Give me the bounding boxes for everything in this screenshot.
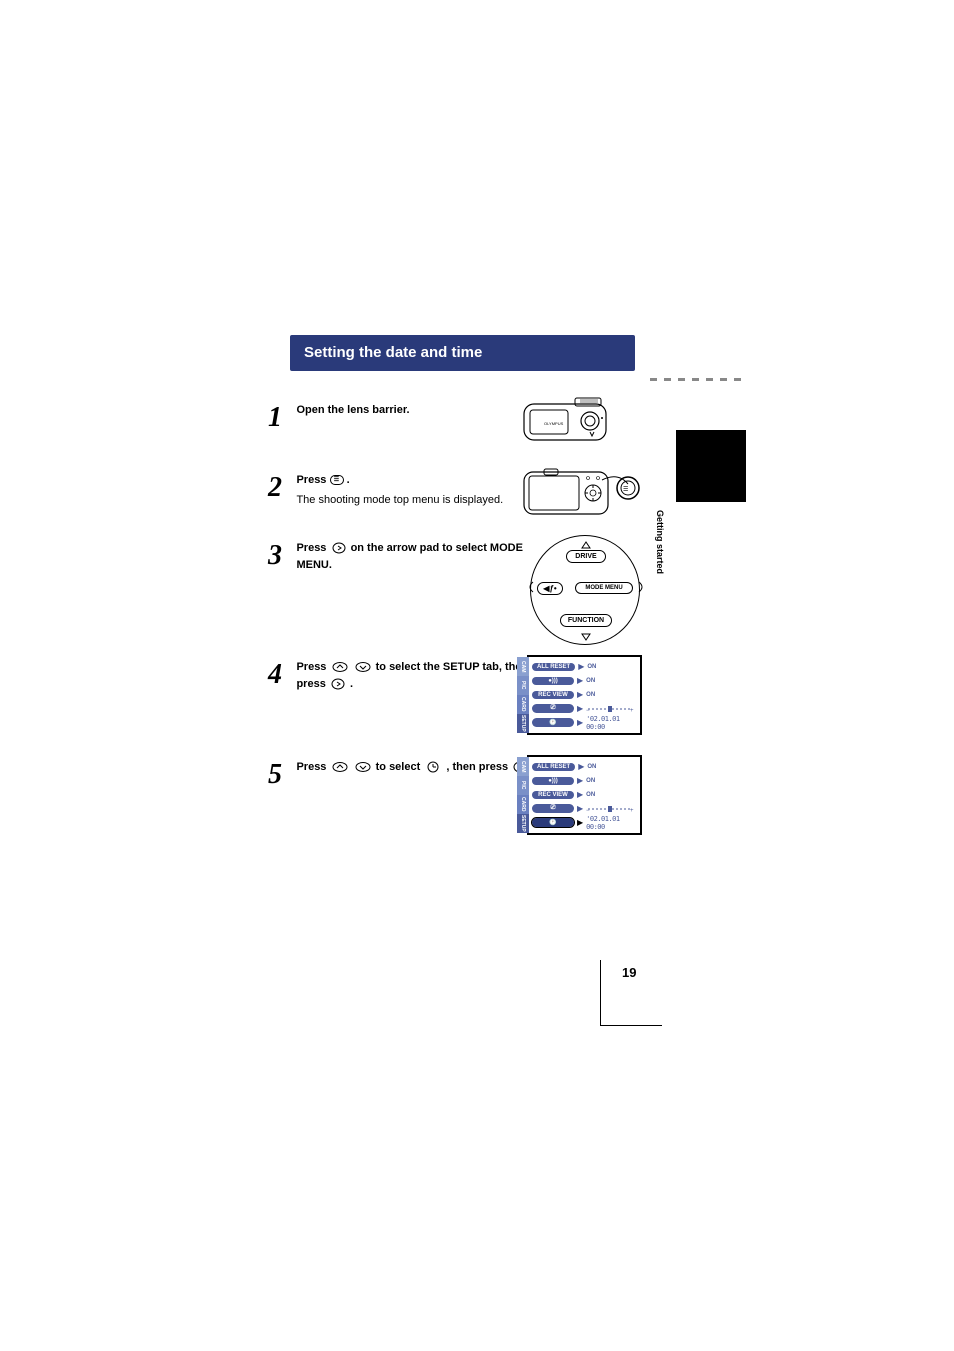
- step-3: 3 Press on the arrow pad to select MODE …: [268, 540, 536, 573]
- down-triangle-icon: [579, 632, 593, 642]
- step-5: 5 Press to select , then press .: [268, 759, 535, 791]
- step-2: 2 Press ☰ . The shooting mode top menu i…: [268, 472, 503, 508]
- page-number: 19: [622, 965, 636, 980]
- svg-text:−: −: [586, 808, 590, 813]
- row-clock: 🕐: [532, 718, 574, 727]
- arrow-icon: ▶: [577, 804, 583, 813]
- row-beep: ●))): [532, 777, 574, 785]
- up-arrow-icon: [332, 662, 348, 672]
- ok-menu-button-icon: ☰: [330, 475, 344, 485]
- row-clock-selected: 🕐: [532, 818, 574, 827]
- header-divider: [650, 378, 745, 381]
- left-bracket-icon: [523, 580, 537, 594]
- setup-menu-screen-2: CAM PIC CARD SETUP ALL RESET▶ON ●)))▶ON …: [527, 755, 642, 835]
- step-number: 4: [268, 659, 292, 691]
- row-brightness: ⎚: [532, 704, 574, 713]
- arrow-icon: ▶: [577, 676, 583, 685]
- row-recview: REC VIEW: [532, 691, 574, 699]
- step-number: 2: [268, 472, 292, 504]
- row-beep: ●))): [532, 677, 574, 685]
- tab-pic: PIC: [517, 776, 529, 795]
- step-text: Press to select , then press .: [296, 759, 535, 776]
- menu-modemenu-pill: MODE MENU: [575, 582, 633, 594]
- row-brightness: ⎚: [532, 804, 574, 813]
- step-text: Press on the arrow pad to select MODE ME…: [296, 540, 536, 573]
- arrow-icon: ▶: [577, 690, 583, 699]
- up-triangle-icon: [579, 540, 593, 550]
- down-arrow-icon: [355, 762, 371, 772]
- setup-tab-strip: CAM PIC CARD SETUP: [517, 657, 529, 733]
- svg-text:OLYMPUS: OLYMPUS: [544, 421, 564, 426]
- tab-setup: SETUP: [517, 714, 529, 733]
- clock-icon: [425, 761, 441, 773]
- chapter-label: Getting started: [655, 510, 665, 574]
- menu-drive-pill: DRIVE: [566, 550, 606, 563]
- tab-setup: SETUP: [517, 814, 529, 833]
- arrow-icon: ▶: [577, 776, 583, 785]
- arrow-icon: ▶: [577, 718, 583, 727]
- arrow-icon: ▶: [577, 818, 583, 827]
- step-1: 1 Open the lens barrier.: [268, 402, 410, 434]
- date-value: '02.01.01 00:00: [586, 715, 637, 731]
- row-allreset: ALL RESET: [532, 763, 575, 771]
- tab-cam: CAM: [517, 757, 529, 776]
- step-number: 5: [268, 759, 292, 791]
- step-number: 1: [268, 402, 292, 434]
- section-header: Setting the date and time: [290, 335, 635, 371]
- brightness-slider-icon: −+: [586, 705, 634, 713]
- brightness-slider-icon: −+: [586, 805, 634, 813]
- row-allreset: ALL RESET: [532, 663, 575, 671]
- section-title: Setting the date and time: [304, 344, 482, 361]
- right-arrow-icon: [332, 542, 346, 554]
- chapter-tab: [676, 430, 746, 502]
- right-arrow-icon: [331, 678, 345, 690]
- tab-card: CARD: [517, 795, 529, 814]
- right-bracket-icon: [635, 580, 649, 594]
- setup-menu-screen-1: CAM PIC CARD SETUP ALL RESET▶ON ●)))▶ON …: [527, 655, 642, 735]
- arrow-icon: ▶: [577, 704, 583, 713]
- row-recview: REC VIEW: [532, 791, 574, 799]
- step-subtext: The shooting mode top menu is displayed.: [296, 492, 503, 509]
- tab-card: CARD: [517, 695, 529, 714]
- step-number: 3: [268, 540, 292, 572]
- step-text: Press to select the SETUP tab, then pres…: [296, 659, 536, 692]
- arrow-icon: ▶: [578, 662, 584, 671]
- menu-flash-pill: ◀ƒ•: [537, 582, 563, 595]
- camera-back-illustration: ☰: [520, 466, 640, 520]
- tab-cam: CAM: [517, 657, 529, 676]
- up-arrow-icon: [332, 762, 348, 772]
- down-arrow-icon: [355, 662, 371, 672]
- arrow-icon: ▶: [578, 762, 584, 771]
- svg-text:+: +: [630, 808, 634, 813]
- menu-function-pill: FUNCTION: [560, 614, 612, 627]
- step-text: Press ☰ . The shooting mode top menu is …: [296, 472, 503, 508]
- svg-text:−: −: [586, 708, 590, 713]
- mode-menu-diagram: DRIVE ◀ƒ• MODE MENU FUNCTION: [525, 535, 645, 645]
- page-corner-hline: [600, 1025, 662, 1026]
- page-corner-vline: [600, 960, 601, 1026]
- svg-text:☰: ☰: [623, 486, 628, 493]
- arrow-icon: ▶: [577, 790, 583, 799]
- svg-text:+: +: [630, 708, 634, 713]
- date-value: '02.01.01 00:00: [586, 815, 637, 831]
- setup-tab-strip: CAM PIC CARD SETUP: [517, 757, 529, 833]
- camera-front-illustration: OLYMPUS: [520, 396, 610, 444]
- step-text: Open the lens barrier.: [296, 402, 409, 419]
- tab-pic: PIC: [517, 676, 529, 695]
- step-4: 4 Press to select the SETUP tab, then pr…: [268, 659, 536, 692]
